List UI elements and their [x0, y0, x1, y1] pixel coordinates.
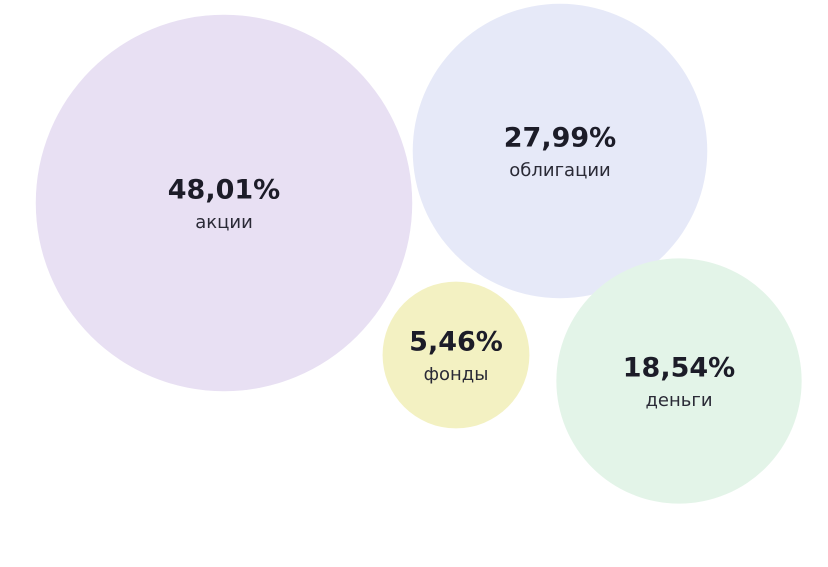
bubble — [382, 281, 530, 429]
value-label: 5,46% — [409, 327, 503, 358]
category-label: облигации — [509, 160, 610, 181]
category-label: акции — [195, 212, 253, 233]
category-label: деньги — [645, 390, 712, 411]
value-label: 18,54% — [623, 353, 735, 384]
bubble — [412, 3, 708, 299]
bubble — [35, 14, 413, 392]
bubble — [556, 258, 802, 504]
category-label: фонды — [424, 364, 489, 385]
value-label: 48,01% — [168, 175, 280, 206]
value-label: 27,99% — [504, 123, 616, 154]
